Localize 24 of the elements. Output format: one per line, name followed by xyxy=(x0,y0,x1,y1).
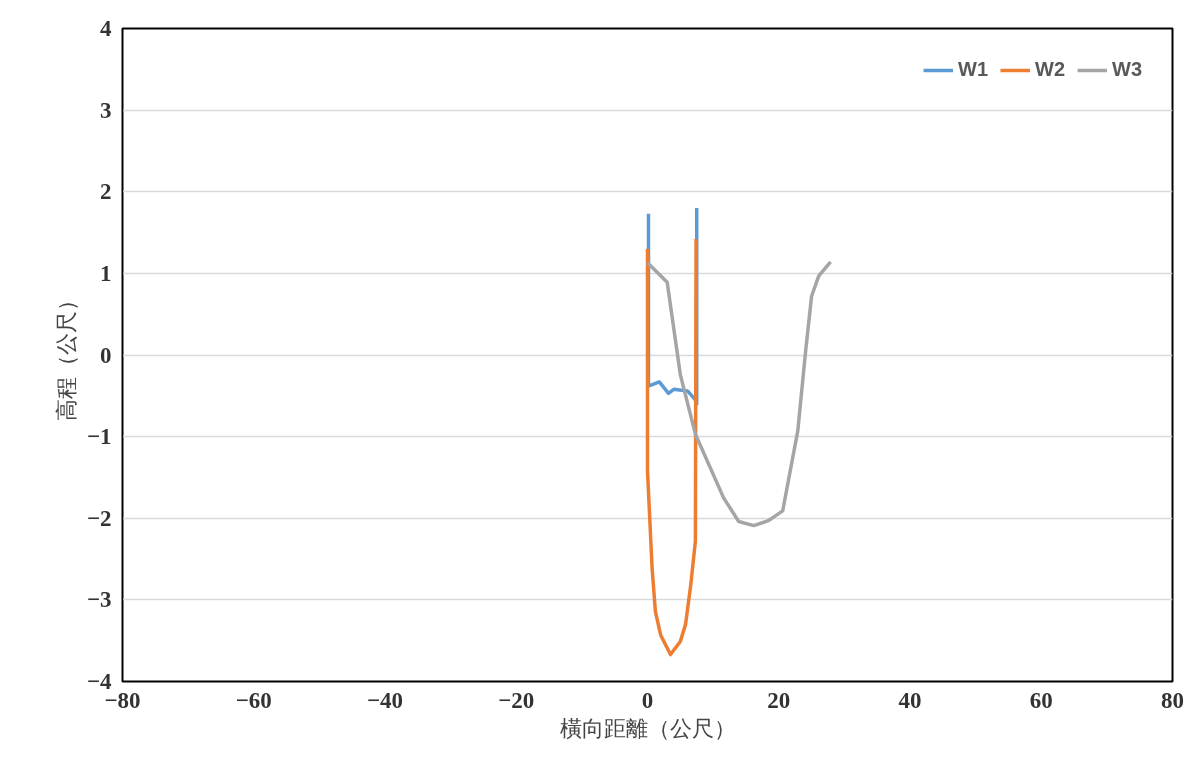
y-axis-title: 高程（公尺） xyxy=(53,289,79,421)
line-series xyxy=(645,237,698,657)
y-tick-label: 2 xyxy=(100,179,112,205)
legend-label: W2 xyxy=(1035,58,1065,81)
line-series xyxy=(645,260,833,528)
y-tick-label: −3 xyxy=(86,587,112,613)
x-tick-label: 40 xyxy=(898,687,922,713)
y-tick-label: 0 xyxy=(100,342,112,368)
y-tick-label: −1 xyxy=(86,424,112,450)
y-tick-label: 1 xyxy=(100,260,112,286)
y-tick-label: −4 xyxy=(86,669,112,694)
x-tick-label: −60 xyxy=(235,687,272,713)
y-tick-label: 4 xyxy=(100,16,112,41)
y-tick-label: −2 xyxy=(86,505,112,531)
x-tick-label: 0 xyxy=(641,687,654,713)
x-tick-label: −20 xyxy=(498,687,535,713)
legend-label: W3 xyxy=(1112,58,1142,81)
x-tick-label: −40 xyxy=(366,687,404,713)
x-tick-label: 60 xyxy=(1029,687,1053,713)
x-tick-label: 20 xyxy=(767,687,791,713)
y-tick-label: 3 xyxy=(100,97,112,123)
legend-label: W1 xyxy=(958,58,988,81)
x-tick-label: 80 xyxy=(1161,687,1184,713)
x-axis-title: 橫向距離（公尺） xyxy=(559,715,736,741)
